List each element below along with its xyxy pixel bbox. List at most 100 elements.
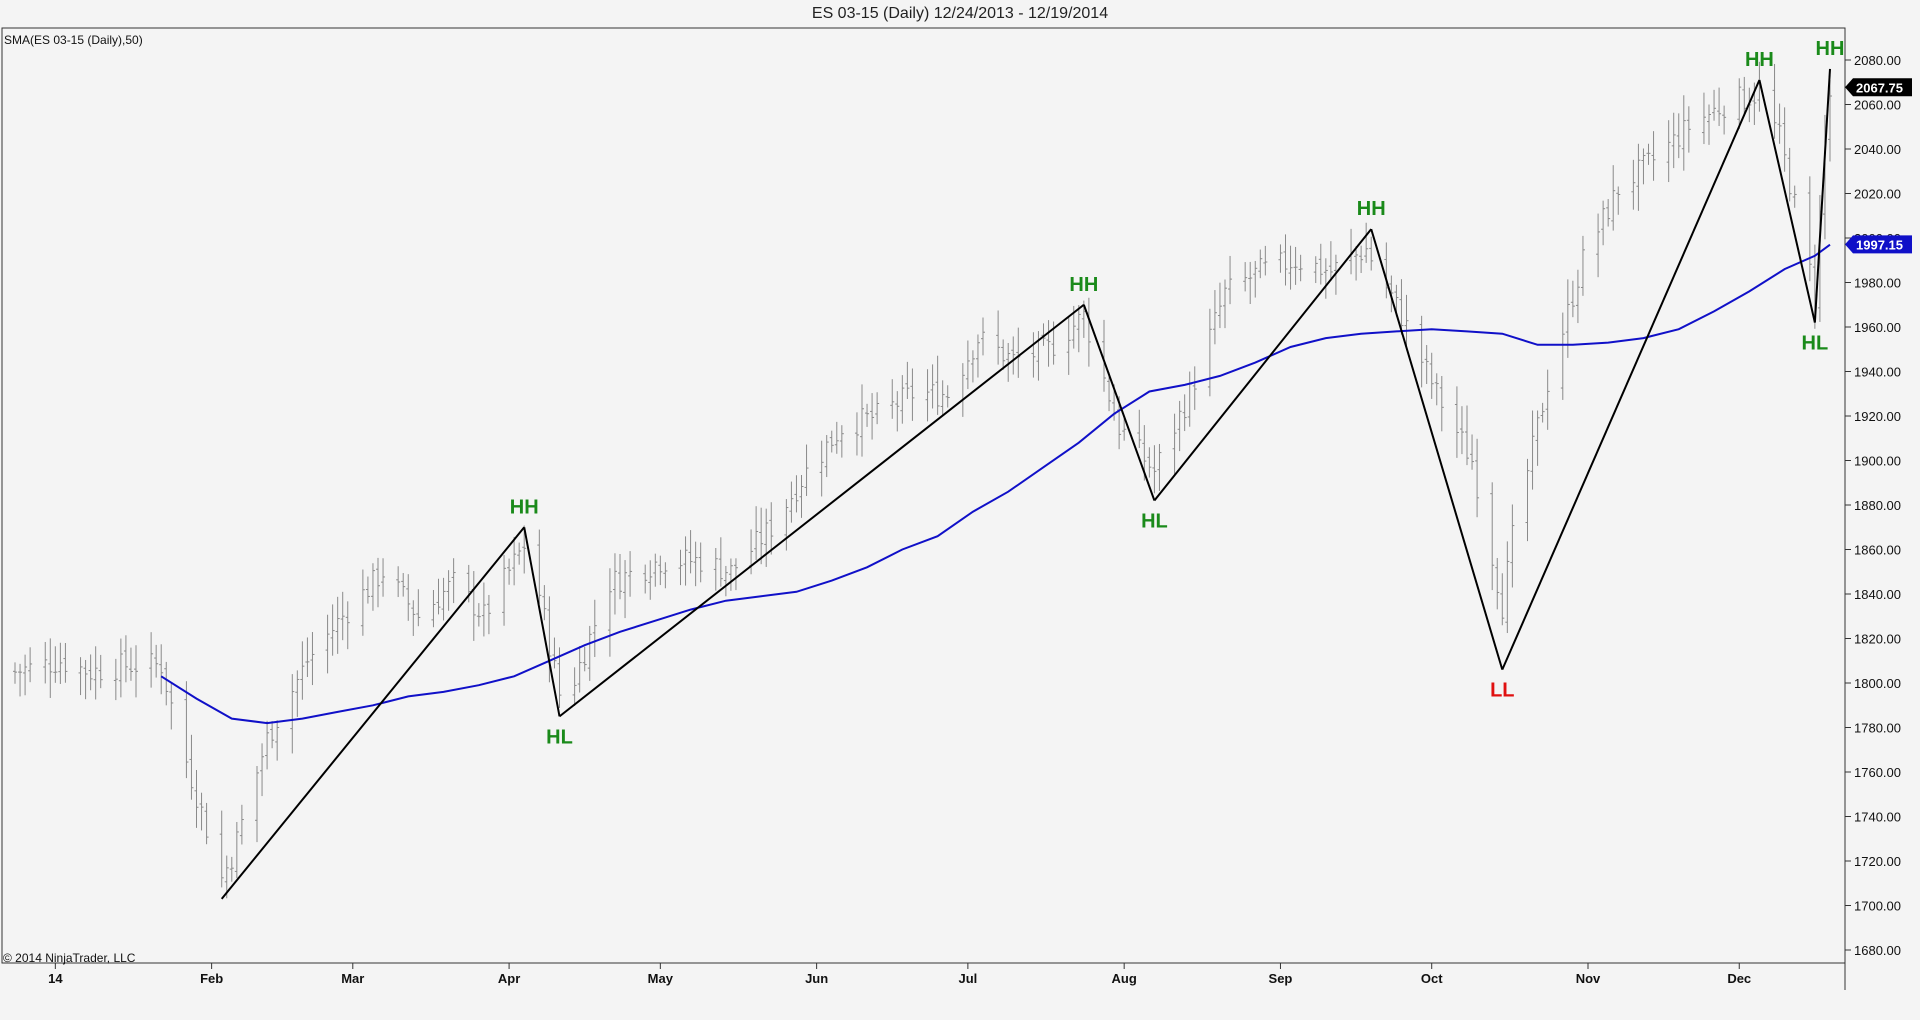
price-bar [149,632,154,688]
price-bar [396,566,401,598]
price-bar [1465,405,1469,466]
price-bar [965,340,970,390]
zigzag-segment [558,303,1085,718]
price-bar [370,563,375,611]
price-bar [1122,418,1127,441]
price-bar [1570,280,1575,318]
price-bar [910,368,915,421]
price-bar [1076,305,1081,353]
y-tick-label: 1720.00 [1854,854,1901,869]
zigzag-segment [1813,68,1831,323]
y-tick-label: 1900.00 [1854,454,1901,469]
price-bar [270,721,275,749]
price-bar [229,856,234,882]
x-tick-label: Aug [1112,971,1137,986]
y-tick-label: 1860.00 [1854,543,1901,558]
price-bar [1263,245,1268,276]
price-bar [1540,402,1545,423]
price-bar [1016,327,1021,378]
price-bar [769,502,774,555]
price-bar [219,810,224,888]
price-bar [834,421,839,454]
price-bar [1147,447,1152,478]
zigzag-segment [1082,304,1156,501]
price-bar [1777,103,1782,144]
price-bar [290,674,295,754]
price-bar [1616,186,1621,215]
price-bar [48,638,53,698]
price-bar [799,475,804,518]
price-bar [1429,352,1434,399]
price-bar [300,641,305,700]
price-bar [1253,260,1258,298]
price-bar [728,558,733,591]
price-bar [1313,256,1318,284]
price-bar [204,802,209,845]
price-bar [688,530,693,574]
price-bar [1223,279,1227,329]
price-bar [1207,308,1212,397]
price-bar [1157,443,1162,491]
price-bar [1288,245,1293,290]
price-bar [1500,573,1505,626]
price-bar [194,769,199,828]
price-bar [522,525,527,574]
price-bar [28,647,33,683]
y-tick-label: 1940.00 [1854,365,1901,380]
price-bar [451,558,456,604]
price-bar [870,393,875,440]
price-bar [678,549,683,586]
price-bar [1701,92,1706,145]
price-bar [618,554,622,600]
price-bar [1046,320,1051,367]
price-bar [1782,107,1787,172]
price-bar [1686,106,1691,153]
x-tick-label: Feb [200,971,223,986]
price-bar [1772,63,1777,139]
price-bar [481,582,486,637]
price-bar [935,355,940,415]
price-bar [1419,315,1424,388]
price-bar [401,573,406,597]
y-tick-label: 2060.00 [1854,98,1901,113]
price-bar [1041,323,1046,346]
price-bar [1722,105,1727,135]
x-tick-label: 14 [48,971,63,986]
price-bar [512,536,517,586]
price-bar [1596,213,1601,278]
swing-label-hl: HL [1141,511,1168,533]
y-tick-label: 1740.00 [1854,810,1901,825]
price-bar [819,440,824,497]
price-bar [169,683,174,730]
price-bar [1318,243,1323,285]
y-tick-label: 1920.00 [1854,409,1901,424]
price-bar [981,317,985,356]
price-bar [1182,394,1187,432]
copyright-label: © 2014 NinjaTrader, LLC [3,951,136,965]
price-bar [1293,246,1298,285]
x-tick-label: Jul [958,971,977,986]
price-bar [325,614,330,674]
price-bar [118,638,123,698]
price-bar [1737,78,1742,130]
y-tick-label: 1760.00 [1854,765,1901,780]
y-tick-label: 1700.00 [1854,899,1901,914]
price-bar [411,600,416,636]
price-bar [53,646,58,683]
price-bar [476,603,481,627]
price-bar [416,589,421,627]
price-bar [1530,410,1535,490]
price-bar [1525,458,1530,542]
price-bar [1354,246,1359,281]
price-bar [592,599,597,658]
y-tick-label: 1680.00 [1854,943,1901,958]
price-bar [1454,386,1459,458]
price-bar [1217,282,1222,329]
price-bar [159,644,164,695]
swing-label-hh: HH [1745,49,1774,71]
sma-value-badge-shape [1845,235,1912,254]
swing-label-hh: HH [510,496,539,518]
price-bar [93,646,98,700]
price-bar [607,568,612,657]
